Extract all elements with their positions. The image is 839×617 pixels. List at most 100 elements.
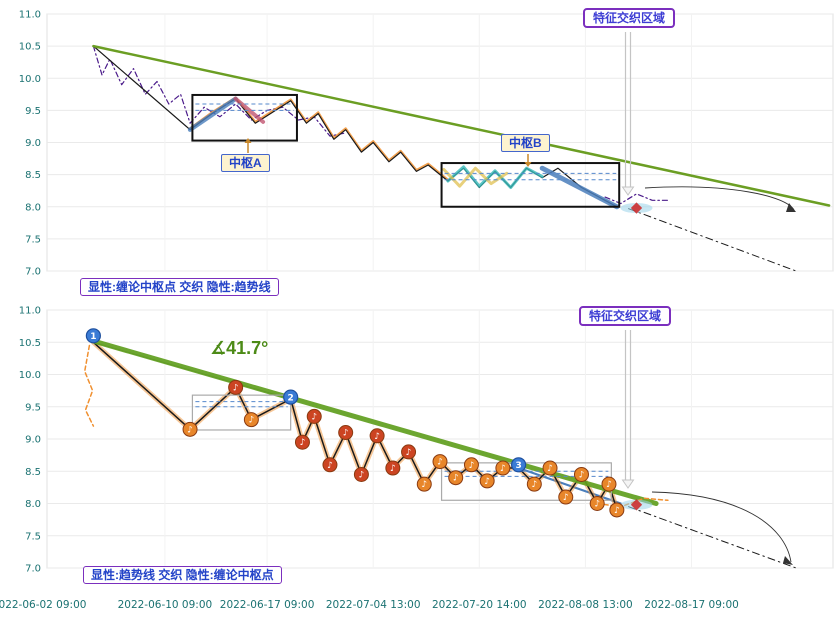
- note-marker: ♪: [322, 457, 338, 473]
- legend-caption-bottom: 显性:趋势线 交织 隐性:缠论中枢点: [83, 566, 282, 585]
- note-marker: ♪: [416, 476, 432, 492]
- note-marker: ♪: [353, 466, 369, 482]
- note-glyph: ♪: [311, 412, 317, 422]
- segment-up-blue-line: [187, 96, 238, 132]
- y-tick-label: 7.0: [25, 564, 41, 575]
- pivot-pointer-arrowhead-icon: [524, 162, 532, 167]
- purple-dashdot-line: [92, 45, 347, 137]
- y-tick-label: 8.5: [25, 467, 41, 478]
- badge-number: 3: [515, 461, 521, 471]
- note-glyph: ♪: [390, 464, 396, 474]
- sequence-badge: 2: [283, 389, 299, 405]
- trend-line-line: [92, 44, 831, 207]
- badge-number: 1: [90, 332, 96, 342]
- orange-dash-start-line: [83, 344, 95, 427]
- red-diamond-marker: [630, 202, 643, 214]
- note-marker: ♪: [243, 412, 259, 428]
- note-glyph: ♪: [421, 480, 427, 490]
- teal-wave-line: [446, 165, 544, 189]
- note-marker: ♪: [401, 444, 417, 460]
- x-tick-label: 2022-07-04 13:00: [326, 599, 421, 611]
- x-tick-label: 2022-06-17 09:00: [220, 599, 315, 611]
- note-marker: ♪: [448, 470, 464, 486]
- feature-zone-label-bottom: 特征交织区域: [579, 306, 672, 327]
- feature-zone-arrowhead-icon: [621, 479, 635, 489]
- note-marker: ♪: [228, 379, 244, 395]
- blue-link-line: [517, 467, 622, 505]
- pivot-a-label: 中枢A: [221, 154, 270, 173]
- note-glyph: ♪: [359, 470, 365, 480]
- note-marker: ♪: [463, 457, 479, 473]
- segment-down-blue-line: [539, 165, 620, 210]
- note-marker: ♪: [306, 408, 322, 424]
- y-tick-label: 10.0: [19, 74, 41, 85]
- note-glyph: ♪: [579, 470, 585, 480]
- sequence-badge: 1: [85, 328, 101, 344]
- note-marker: ♪: [369, 428, 385, 444]
- y-tick-label: 11.0: [19, 10, 41, 21]
- badge-number: 2: [288, 393, 294, 403]
- projection-curve-arrow: [651, 491, 792, 563]
- note-glyph: ♪: [469, 461, 475, 471]
- note-glyph: ♪: [531, 480, 537, 490]
- tail-dashdot-line: [628, 506, 797, 569]
- trend-line-bold-line: [90, 338, 659, 506]
- note-glyph: ♪: [248, 416, 254, 426]
- segment-down-red-line: [233, 96, 266, 124]
- note-marker: ♪: [182, 421, 198, 437]
- tail-dashdot-line: [628, 208, 797, 272]
- note-glyph: ♪: [500, 464, 506, 474]
- note-marker: ♪: [432, 454, 448, 470]
- note-glyph: ♪: [406, 448, 412, 458]
- zone-1-box: [191, 394, 292, 431]
- pivot-pointer-arrowhead-icon: [244, 138, 252, 143]
- feature-zone-arrow-shaft: [624, 330, 632, 480]
- note-marker: ♪: [479, 473, 495, 489]
- note-glyph: ♪: [343, 429, 349, 439]
- note-glyph: ♪: [374, 432, 380, 442]
- note-marker: ♪: [526, 476, 542, 492]
- note-glyph: ♪: [547, 464, 553, 474]
- note-glyph: ♪: [606, 480, 612, 490]
- y-tick-label: 9.5: [25, 402, 41, 413]
- note-glyph: ♪: [187, 425, 193, 435]
- y-tick-label: 8.0: [25, 499, 41, 510]
- y-tick-label: 7.5: [25, 531, 41, 542]
- note-marker: ♪: [589, 496, 605, 511]
- note-marker: ♪: [609, 502, 625, 518]
- x-tick-label: 2022-08-17 09:00: [644, 599, 739, 611]
- x-tick-label: 2022-06-10 09:00: [118, 599, 213, 611]
- note-marker: ♪: [338, 425, 354, 441]
- note-marker: ♪: [495, 460, 511, 476]
- note-glyph: ♪: [233, 383, 239, 393]
- y-tick-label: 10.5: [19, 338, 41, 349]
- feature-zone-arrowhead-icon: [621, 186, 635, 196]
- y-tick-label: 10.5: [19, 42, 41, 53]
- note-marker: ♪: [294, 434, 310, 450]
- note-marker: ♪: [573, 466, 589, 482]
- pivot-b-label: 中枢B: [501, 134, 550, 153]
- pivot-a-box: [191, 93, 298, 142]
- y-tick-label: 9.0: [25, 138, 41, 149]
- y-tick-label: 9.5: [25, 106, 41, 117]
- y-tick-label: 9.0: [25, 435, 41, 446]
- red-diamond-marker: [630, 499, 643, 511]
- note-glyph: ♪: [300, 438, 306, 448]
- orange-overlay-line: [189, 96, 449, 181]
- x-tick-label: 2022-07-20 14:00: [432, 599, 527, 611]
- note-marker: ♪: [558, 489, 574, 505]
- y-tick-label: 8.0: [25, 202, 41, 213]
- feature-zone-arrow-shaft: [624, 32, 632, 187]
- feature-zone-label-top: 特征交织区域: [583, 8, 676, 29]
- note-marker: ♪: [385, 460, 401, 476]
- projection-arrowhead-icon: [786, 203, 796, 212]
- legend-caption-top: 显性:缠论中枢点 交织 隐性:趋势线: [80, 278, 279, 297]
- note-marker: ♪: [542, 460, 558, 476]
- note-glyph: ♪: [594, 500, 600, 510]
- x-tick-label: 2022-06-02 09:00: [0, 599, 86, 611]
- note-glyph: ♪: [327, 461, 333, 471]
- y-tick-label: 8.5: [25, 170, 41, 181]
- y-tick-label: 11.0: [19, 306, 41, 317]
